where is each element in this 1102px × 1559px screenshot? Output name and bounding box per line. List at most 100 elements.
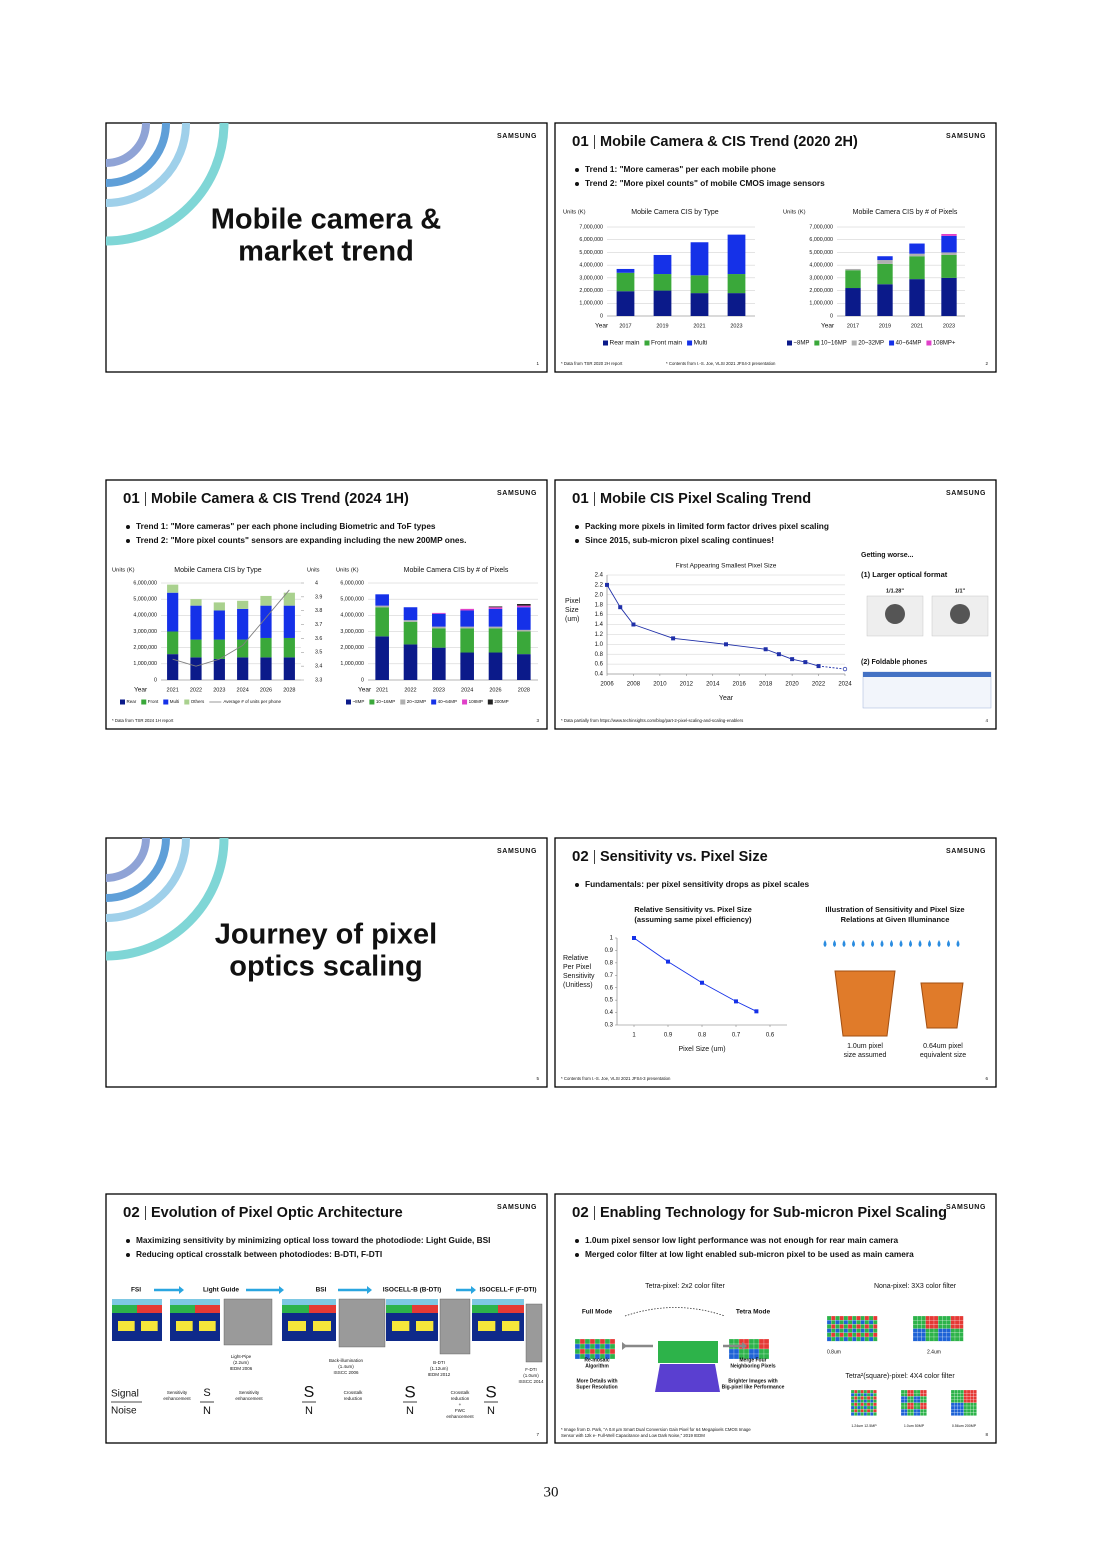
color-filter-cell xyxy=(873,1389,877,1394)
color-filter-cell xyxy=(900,1389,905,1394)
color-filter-cell xyxy=(963,1409,968,1413)
color-filter-cell xyxy=(604,1343,611,1350)
legend-swatch xyxy=(163,699,169,705)
color-filter-cell xyxy=(873,1405,877,1410)
bar-segment xyxy=(877,260,893,264)
color-filter-cell xyxy=(923,1412,927,1416)
color-filter-cell xyxy=(852,1324,857,1329)
color-filter-cell xyxy=(957,1396,961,1400)
color-filter-cell xyxy=(743,1348,750,1355)
water-drop xyxy=(890,940,893,947)
color-filter-cell xyxy=(970,1402,974,1407)
pixel-filter xyxy=(137,1305,162,1313)
color-filter-cell xyxy=(938,1320,943,1325)
chart-title: Mobile Camera CIS by # of Pixels xyxy=(853,209,958,216)
pixel-size: 2.4um xyxy=(927,1349,941,1355)
water-drop xyxy=(880,940,884,947)
bucket-large xyxy=(834,970,896,1037)
color-filter-cell xyxy=(835,1320,840,1325)
legend-label: Front main xyxy=(651,340,682,347)
color-filter-cell xyxy=(852,1315,857,1321)
color-filter-cell xyxy=(850,1399,855,1403)
bar-segment xyxy=(941,254,957,278)
color-filter-cell xyxy=(963,1396,968,1400)
legend-swatch xyxy=(687,340,693,346)
color-filter-cell xyxy=(959,1315,964,1321)
color-filter-cell xyxy=(904,1389,908,1394)
bar-segment xyxy=(653,254,672,275)
slide: SAMSUNG 8 02 Enabling Technology for Sub-mi… xyxy=(554,1193,997,1444)
color-filter-cell xyxy=(594,1338,601,1345)
color-filter-cell xyxy=(929,1328,935,1333)
line-segment xyxy=(701,982,737,1002)
caption: (2.2um) xyxy=(233,1360,249,1365)
color-filter-cell xyxy=(856,1332,861,1338)
pixel-lens xyxy=(386,1299,438,1305)
color-filter-cell xyxy=(748,1348,755,1355)
color-filter-cell xyxy=(843,1328,849,1333)
pixel-lens xyxy=(472,1299,524,1305)
color-filter-cell xyxy=(857,1402,861,1407)
color-filter-cell xyxy=(847,1320,853,1325)
bar-segment xyxy=(517,604,531,606)
y-tick-label: 0.3 xyxy=(605,1023,614,1029)
color-filter-cell xyxy=(866,1409,871,1413)
x-tick-label: 2020 xyxy=(785,682,799,688)
color-filter-cell xyxy=(920,1389,924,1394)
color-filter-cell xyxy=(860,1396,864,1400)
pixel-filter xyxy=(412,1305,438,1313)
bar-segment xyxy=(727,293,746,316)
photodiode xyxy=(313,1321,331,1331)
sensor-image xyxy=(658,1341,718,1363)
y2-tick-label: 3.3 xyxy=(315,677,322,683)
color-filter-cell xyxy=(920,1396,924,1400)
color-filter-cell xyxy=(835,1328,840,1333)
color-filter-cell xyxy=(912,1324,918,1329)
color-filter-cell xyxy=(942,1336,947,1342)
slide: SAMSUNG 3 01 Mobile Camera & CIS Trend (202… xyxy=(105,479,548,730)
color-filter-cell xyxy=(852,1332,857,1338)
color-filter-cell xyxy=(929,1324,935,1329)
color-filter-cell xyxy=(850,1409,855,1413)
bullet-text: Reducing optical crosstalk between photo… xyxy=(136,1249,382,1259)
x-tick-label: 2006 xyxy=(600,682,614,688)
axis-label: Year xyxy=(134,687,148,694)
color-filter-cell xyxy=(847,1328,853,1333)
color-filter-cell xyxy=(916,1393,921,1397)
bar-segment xyxy=(488,608,503,627)
color-filter-cell xyxy=(860,1324,865,1329)
color-filter-cell xyxy=(957,1409,961,1413)
bar-segment xyxy=(877,284,893,316)
decor-arc xyxy=(105,122,190,207)
color-filter-cell xyxy=(963,1399,968,1403)
caption: IEDM 2012 xyxy=(428,1372,451,1377)
legend-swatch xyxy=(814,340,820,346)
color-filter-cell xyxy=(917,1328,922,1333)
color-filter-cell xyxy=(854,1389,858,1394)
color-filter-cell xyxy=(843,1332,849,1338)
color-filter-cell xyxy=(748,1338,755,1345)
color-filter-cell xyxy=(873,1396,877,1400)
color-filter-cell xyxy=(921,1320,926,1325)
color-filter-cell xyxy=(873,1324,878,1329)
bar-segment xyxy=(909,256,925,280)
caption: IEDM 2006 xyxy=(230,1366,253,1371)
color-filter-cell xyxy=(584,1348,591,1355)
y-tick-label: 3,000,000 xyxy=(809,275,833,281)
page-number: 30 xyxy=(544,1484,559,1500)
color-filter-cell xyxy=(954,1412,958,1416)
color-filter-cell xyxy=(925,1332,930,1338)
bullet-dot xyxy=(575,883,579,887)
slide-title: Evolution of Pixel Optic Architecture xyxy=(151,1205,403,1221)
color-filter-cell xyxy=(604,1338,611,1345)
color-filter-cell xyxy=(839,1320,844,1325)
legend-label: Multi xyxy=(694,340,708,347)
legend-label: 108MP xyxy=(469,699,483,704)
y-tick-label: 6,000,000 xyxy=(340,580,364,586)
chart-title: Mobile Camera CIS by Type xyxy=(631,209,719,216)
y2-tick-label: 3.4 xyxy=(315,664,322,670)
color-filter-cell xyxy=(763,1353,770,1360)
pixel-filter xyxy=(112,1305,137,1313)
color-filter-cell xyxy=(868,1315,874,1321)
color-filter-cell xyxy=(870,1396,874,1400)
